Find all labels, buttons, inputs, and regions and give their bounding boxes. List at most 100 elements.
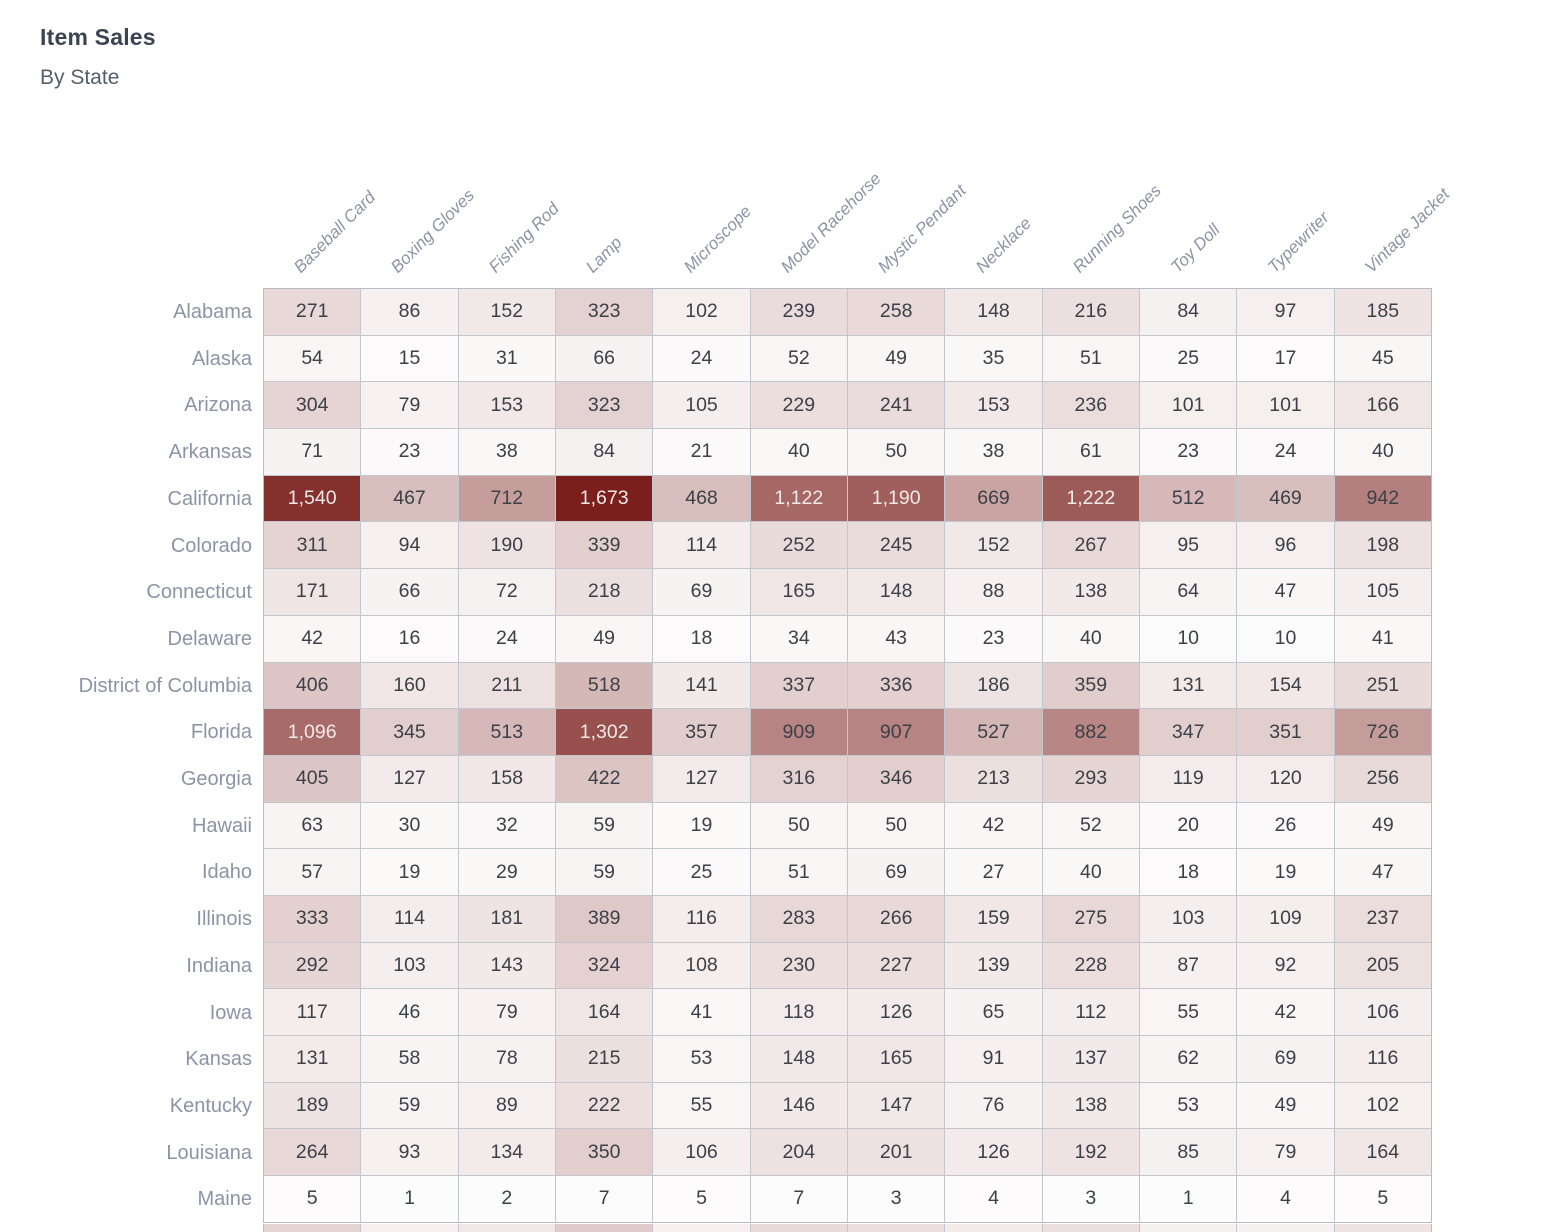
- heatmap-cell[interactable]: 52: [1042, 802, 1139, 849]
- heatmap-cell[interactable]: 40: [750, 429, 847, 475]
- heatmap-cell[interactable]: 23: [361, 429, 458, 475]
- column-header-baseball-card[interactable]: Baseball Card: [290, 187, 380, 277]
- heatmap-cell[interactable]: 79: [361, 382, 458, 429]
- heatmap-cell[interactable]: 211: [458, 662, 555, 709]
- heatmap-cell[interactable]: 5: [653, 1176, 750, 1222]
- heatmap-cell[interactable]: 51: [1042, 335, 1139, 382]
- heatmap-cell[interactable]: 57: [264, 849, 361, 895]
- heatmap-cell[interactable]: 127: [653, 755, 750, 802]
- row-label-louisiana[interactable]: Louisiana: [166, 1141, 252, 1164]
- heatmap-cell[interactable]: 79: [1237, 1129, 1334, 1176]
- heatmap-cell[interactable]: 304: [264, 382, 361, 429]
- row-label-hawaii[interactable]: Hawaii: [191, 814, 252, 837]
- heatmap-cell[interactable]: 252: [750, 522, 847, 569]
- heatmap-cell[interactable]: 165: [750, 569, 847, 615]
- heatmap-cell[interactable]: 1: [1140, 1176, 1237, 1222]
- heatmap-cell[interactable]: 406: [264, 662, 361, 709]
- heatmap-cell[interactable]: 134: [458, 1129, 555, 1176]
- heatmap-cell[interactable]: 293: [1042, 755, 1139, 802]
- heatmap-cell[interactable]: 230: [750, 942, 847, 989]
- heatmap-cell[interactable]: 66: [361, 569, 458, 615]
- heatmap-cell[interactable]: 43: [848, 615, 945, 662]
- heatmap-cell[interactable]: 389: [556, 895, 653, 942]
- heatmap-cell[interactable]: 141: [653, 662, 750, 709]
- heatmap-cell[interactable]: 1,122: [750, 475, 847, 522]
- heatmap-cell[interactable]: 213: [945, 755, 1042, 802]
- heatmap-cell[interactable]: 49: [556, 615, 653, 662]
- heatmap-cell[interactable]: 54: [264, 335, 361, 382]
- row-label-arkansas[interactable]: Arkansas: [168, 441, 252, 464]
- heatmap-cell[interactable]: 72: [458, 569, 555, 615]
- heatmap-cell[interactable]: 5: [1334, 1176, 1431, 1222]
- heatmap-cell[interactable]: 201: [848, 1129, 945, 1176]
- row-label-indiana[interactable]: Indiana: [186, 954, 252, 977]
- heatmap-cell[interactable]: 469: [1237, 475, 1334, 522]
- heatmap-cell[interactable]: 49: [1334, 802, 1431, 849]
- heatmap-cell[interactable]: 222: [556, 1082, 653, 1129]
- heatmap-cell[interactable]: 1,190: [848, 475, 945, 522]
- heatmap-cell[interactable]: 3: [848, 1176, 945, 1222]
- column-header-model-racehorse[interactable]: Model Racehorse: [777, 168, 885, 277]
- heatmap-cell[interactable]: 108: [653, 942, 750, 989]
- heatmap-cell[interactable]: 1,540: [264, 475, 361, 522]
- heatmap-cell[interactable]: 333: [264, 895, 361, 942]
- heatmap-cell[interactable]: 324: [556, 942, 653, 989]
- heatmap-cell[interactable]: 30: [361, 802, 458, 849]
- heatmap-cell[interactable]: 190: [458, 522, 555, 569]
- heatmap-cell[interactable]: 101: [1140, 382, 1237, 429]
- heatmap-cell[interactable]: 64: [1140, 569, 1237, 615]
- heatmap-cell[interactable]: 171: [264, 569, 361, 615]
- heatmap-cell[interactable]: 236: [1042, 382, 1139, 429]
- heatmap-cell[interactable]: 669: [945, 475, 1042, 522]
- heatmap-cell[interactable]: 65: [945, 989, 1042, 1035]
- heatmap-cell[interactable]: 53: [1140, 1082, 1237, 1129]
- heatmap-cell[interactable]: 105: [1334, 569, 1431, 615]
- heatmap-cell[interactable]: 40: [1334, 429, 1431, 475]
- column-header-vintage-jacket[interactable]: Vintage Jacket: [1361, 184, 1454, 277]
- heatmap-cell[interactable]: 359: [1042, 662, 1139, 709]
- heatmap-cell[interactable]: 116: [1334, 1036, 1431, 1082]
- heatmap-cell[interactable]: 119: [1140, 755, 1237, 802]
- heatmap-cell[interactable]: 88: [945, 569, 1042, 615]
- heatmap-cell[interactable]: 50: [750, 802, 847, 849]
- heatmap-cell[interactable]: 267: [1042, 522, 1139, 569]
- heatmap-cell[interactable]: 164: [556, 989, 653, 1035]
- heatmap-cell[interactable]: 25: [1140, 335, 1237, 382]
- heatmap-cell[interactable]: 245: [848, 522, 945, 569]
- heatmap-cell[interactable]: 126: [945, 1129, 1042, 1176]
- heatmap-cell[interactable]: 27: [945, 849, 1042, 895]
- heatmap-cell[interactable]: 89: [458, 1082, 555, 1129]
- heatmap-cell[interactable]: 29: [458, 849, 555, 895]
- heatmap-cell[interactable]: 55: [1140, 989, 1237, 1035]
- heatmap-cell[interactable]: 55: [653, 1082, 750, 1129]
- heatmap-cell[interactable]: 42: [945, 802, 1042, 849]
- heatmap-cell[interactable]: 103: [1140, 895, 1237, 942]
- heatmap-cell[interactable]: 3: [1042, 1176, 1139, 1222]
- heatmap-cell[interactable]: 112: [1042, 989, 1139, 1035]
- heatmap-cell[interactable]: 59: [556, 802, 653, 849]
- heatmap-cell[interactable]: 148: [750, 1036, 847, 1082]
- row-label-alaska[interactable]: Alaska: [191, 347, 252, 370]
- heatmap-cell[interactable]: 4: [1237, 1176, 1334, 1222]
- heatmap-cell[interactable]: 186: [945, 662, 1042, 709]
- heatmap-cell[interactable]: 198: [1334, 522, 1431, 569]
- heatmap-cell[interactable]: 138: [1042, 569, 1139, 615]
- heatmap-cell[interactable]: 1: [361, 1176, 458, 1222]
- heatmap-cell[interactable]: 16: [361, 615, 458, 662]
- row-label-florida[interactable]: Florida: [190, 721, 252, 744]
- heatmap-cell[interactable]: 93: [361, 1129, 458, 1176]
- heatmap-cell[interactable]: 513: [458, 709, 555, 755]
- heatmap-cell[interactable]: 19: [1237, 849, 1334, 895]
- row-label-illinois[interactable]: Illinois: [196, 908, 252, 931]
- heatmap-cell[interactable]: 120: [1237, 755, 1334, 802]
- row-label-delaware[interactable]: Delaware: [167, 627, 252, 650]
- heatmap-cell[interactable]: 154: [1237, 662, 1334, 709]
- heatmap-cell[interactable]: 357: [653, 709, 750, 755]
- heatmap-cell[interactable]: 237: [1334, 895, 1431, 942]
- heatmap-cell[interactable]: 1,096: [264, 709, 361, 755]
- heatmap-cell[interactable]: 47: [1334, 849, 1431, 895]
- heatmap-cell[interactable]: 138: [1042, 1082, 1139, 1129]
- heatmap-cell[interactable]: 24: [458, 615, 555, 662]
- heatmap-cell[interactable]: 251: [1334, 662, 1431, 709]
- heatmap-cell[interactable]: 726: [1334, 709, 1431, 755]
